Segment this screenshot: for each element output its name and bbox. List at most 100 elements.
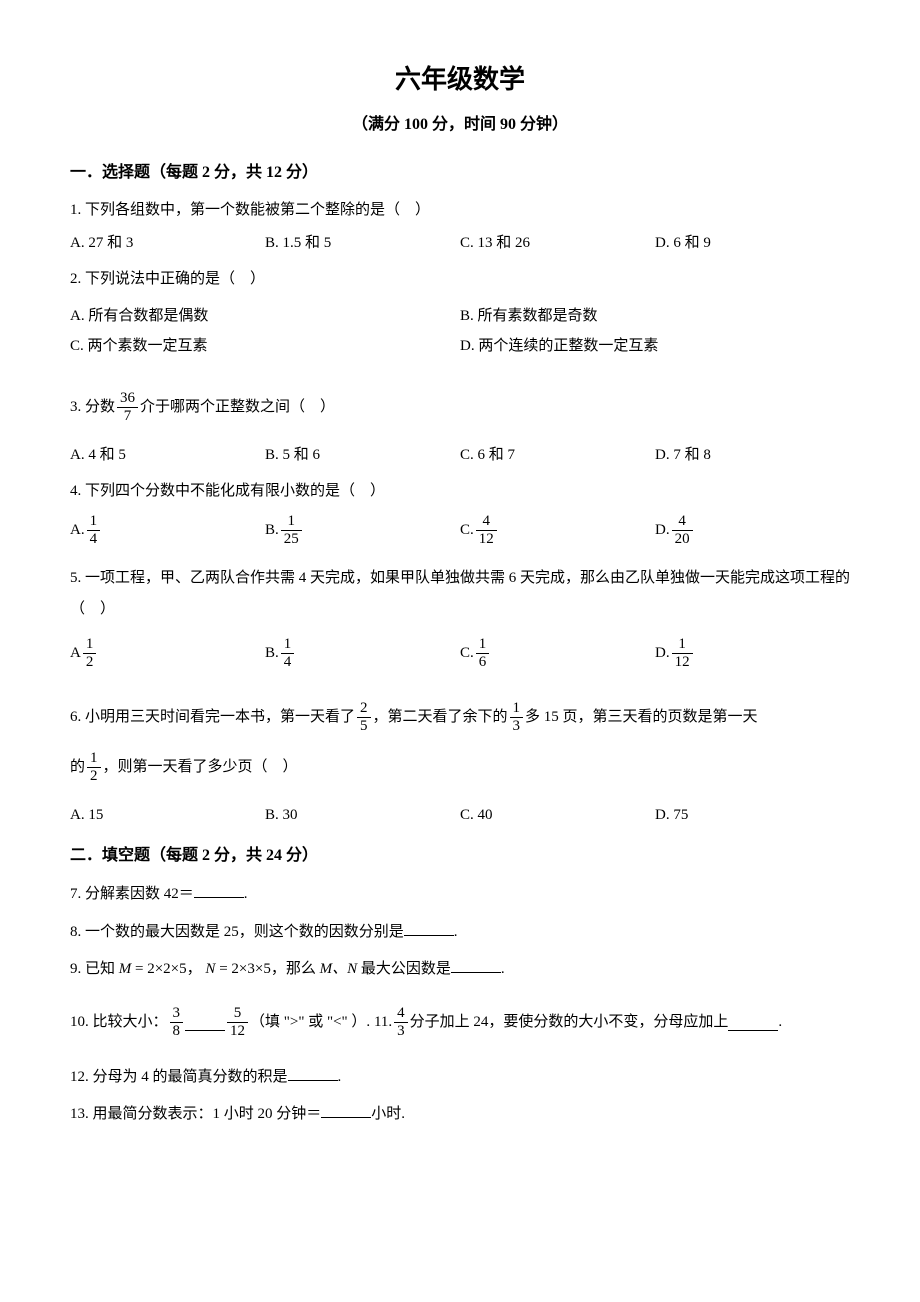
q3-opt-d: D. 7 和 8 xyxy=(655,444,850,467)
q3-stem-suffix: 介于哪两个正整数之间（ ） xyxy=(140,396,335,419)
q1-opt-a: A. 27 和 3 xyxy=(70,232,265,255)
q5-b-den: 4 xyxy=(281,654,295,671)
q3-stem: 3. 分数 36 7 介于哪两个正整数之间（ ） xyxy=(70,390,335,426)
q2-options: A. 所有合数都是偶数 B. 所有素数都是奇数 C. 两个素数一定互素 D. 两… xyxy=(70,301,850,362)
q4-d-label: D. xyxy=(655,519,670,542)
q4-c-den: 12 xyxy=(476,531,497,548)
q4-d-num: 4 xyxy=(672,513,693,531)
q4-c-label: C. xyxy=(460,519,474,542)
q5-c-frac: 1 6 xyxy=(476,636,490,672)
q5-d-num: 1 xyxy=(672,636,693,654)
q10-blank xyxy=(185,1015,225,1031)
q8-blank xyxy=(404,920,454,936)
q5-b-num: 1 xyxy=(281,636,295,654)
q2-opt-c: C. 两个素数一定互素 xyxy=(70,335,460,358)
q6-p5: ，则第一天看了多少页（ ） xyxy=(103,756,298,779)
q5-opt-b: B. 1 4 xyxy=(265,636,460,672)
q6-opt-a: A. 15 xyxy=(70,804,265,827)
q9-p1: 9. 已知 xyxy=(70,961,119,977)
q9-eq1-rhs: = 2×2×5 xyxy=(131,961,186,977)
q10-p1: 10. 比较大小： xyxy=(70,1011,168,1034)
q5-d-frac: 1 12 xyxy=(672,636,693,672)
q10-p2: （填 ">" 或 "<" ）. xyxy=(250,1011,370,1034)
q11-suffix: . xyxy=(778,1011,782,1034)
q5-opt-a: A 1 2 xyxy=(70,636,265,672)
q3-frac-den: 7 xyxy=(117,408,138,425)
q9-eq2-rhs: = 2×3×5 xyxy=(215,961,270,977)
q5-d-den: 12 xyxy=(672,654,693,671)
q6-f1-den: 5 xyxy=(357,718,371,735)
q2-opt-a: A. 所有合数都是偶数 xyxy=(70,305,460,328)
q3-opt-a: A. 4 和 5 xyxy=(70,444,265,467)
q6-f3-num: 1 xyxy=(87,750,101,768)
q9-p2: ， xyxy=(187,961,206,977)
q4-c-num: 4 xyxy=(476,513,497,531)
q6-opt-b: B. 30 xyxy=(265,804,460,827)
q11: 11. 4 3 分子加上 24，要使分数的大小不变，分母应加上. xyxy=(374,1005,782,1041)
q10-f2-num: 5 xyxy=(227,1005,248,1023)
q3-opt-c: C. 6 和 7 xyxy=(460,444,655,467)
q1-options: A. 27 和 3 B. 1.5 和 5 C. 13 和 26 D. 6 和 9 xyxy=(70,232,850,255)
q4-opt-a: A. 1 4 xyxy=(70,513,265,549)
q1-opt-b: B. 1.5 和 5 xyxy=(265,232,460,255)
q7: 7. 分解素因数 42＝. xyxy=(70,882,850,906)
q9-p3: ，那么 xyxy=(271,961,320,977)
q9: 9. 已知 M = 2×2×5， N = 2×3×5，那么 M、N 最大公因数是… xyxy=(70,957,850,981)
q6-frac3: 1 2 xyxy=(87,750,101,786)
q12-suffix: . xyxy=(338,1069,342,1085)
q13: 13. 用最简分数表示：1 小时 20 分钟＝小时. xyxy=(70,1102,850,1126)
q9-eq2-lhs: N xyxy=(205,961,215,977)
q6-f3-den: 2 xyxy=(87,768,101,785)
q6-opt-d: D. 75 xyxy=(655,804,850,827)
q4-d-frac: 4 20 xyxy=(672,513,693,549)
q6-f2-num: 1 xyxy=(510,700,524,718)
q3-fraction: 36 7 xyxy=(117,390,138,426)
q5-a-frac: 1 2 xyxy=(83,636,97,672)
q6-f1-num: 2 xyxy=(357,700,371,718)
section-1-heading: 一．选择题（每题 2 分，共 12 分） xyxy=(70,161,850,185)
q11-blank xyxy=(728,1015,778,1031)
q5-b-label: B. xyxy=(265,642,279,665)
q9-eq1-lhs: M xyxy=(119,961,132,977)
q4-stem: 4. 下列四个分数中不能化成有限小数的是（ ） xyxy=(70,480,850,503)
q7-blank xyxy=(194,882,244,898)
q11-f-den: 3 xyxy=(394,1023,408,1040)
q4-opt-b: B. 1 25 xyxy=(265,513,460,549)
q6-opt-c: C. 40 xyxy=(460,804,655,827)
q6-p1: 6. 小明用三天时间看完一本书，第一天看了 xyxy=(70,706,355,729)
q9-p4: 最大公因数是 xyxy=(357,961,451,977)
q5-stem: 5. 一项工程，甲、乙两队合作共需 4 天完成，如果甲队单独做共需 6 天完成，… xyxy=(70,563,850,626)
q2-opt-b: B. 所有素数都是奇数 xyxy=(460,305,850,328)
q5-c-den: 6 xyxy=(476,654,490,671)
q6-p3: 多 15 页，第三天看的页数是第一天 xyxy=(525,706,758,729)
q10-f1-num: 3 xyxy=(170,1005,184,1023)
q4-a-label: A. xyxy=(70,519,85,542)
q2-stem: 2. 下列说法中正确的是（ ） xyxy=(70,268,850,291)
q5-c-num: 1 xyxy=(476,636,490,654)
q4-opt-c: C. 4 12 xyxy=(460,513,655,549)
q3-stem-prefix: 3. 分数 xyxy=(70,396,115,419)
q12-blank xyxy=(288,1065,338,1081)
q4-b-den: 25 xyxy=(281,531,302,548)
q4-a-frac: 1 4 xyxy=(87,513,101,549)
q5-a-num: 1 xyxy=(83,636,97,654)
q4-b-frac: 1 25 xyxy=(281,513,302,549)
q10-f1-den: 8 xyxy=(170,1023,184,1040)
q10: 10. 比较大小： 3 8 5 12 （填 ">" 或 "<" ）. xyxy=(70,1005,370,1041)
q8-text: 8. 一个数的最大因数是 25，则这个数的因数分别是 xyxy=(70,924,404,940)
q10-f2-den: 12 xyxy=(227,1023,248,1040)
q4-d-den: 20 xyxy=(672,531,693,548)
q4-opt-d: D. 4 20 xyxy=(655,513,850,549)
q5-options: A 1 2 B. 1 4 C. 1 6 D. 1 12 xyxy=(70,636,850,672)
q5-b-frac: 1 4 xyxy=(281,636,295,672)
q5-opt-c: C. 1 6 xyxy=(460,636,655,672)
q11-f-num: 4 xyxy=(394,1005,408,1023)
q11-p1: 11. xyxy=(374,1011,392,1034)
q4-b-num: 1 xyxy=(281,513,302,531)
q4-a-num: 1 xyxy=(87,513,101,531)
q6-f2-den: 3 xyxy=(510,718,524,735)
q6-stem-line1: 6. 小明用三天时间看完一本书，第一天看了 2 5 ，第二天看了余下的 1 3 … xyxy=(70,700,758,736)
q3-opt-b: B. 5 和 6 xyxy=(265,444,460,467)
page-subtitle: （满分 100 分，时间 90 分钟） xyxy=(70,113,850,137)
q12-text: 12. 分母为 4 的最简真分数的积是 xyxy=(70,1069,288,1085)
